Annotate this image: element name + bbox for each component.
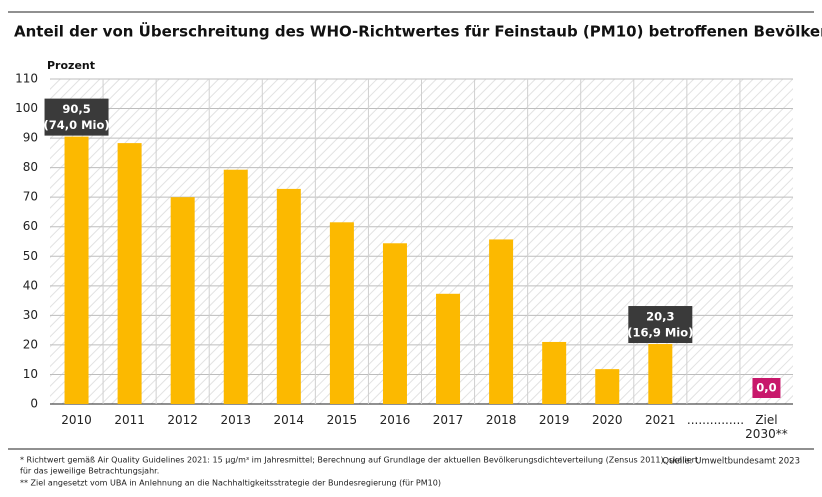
footnote: für das jeweilige Betrachtungsjahr. <box>20 467 159 476</box>
y-tick-label: 20 <box>23 337 38 351</box>
y-tick-label: 100 <box>15 101 38 115</box>
bar <box>117 143 142 404</box>
bar <box>436 293 461 404</box>
y-tick-label: 80 <box>23 160 38 174</box>
bar <box>648 344 673 404</box>
bar <box>489 239 514 404</box>
x-tick-label: 2017 <box>432 413 464 427</box>
y-tick-label: 0 <box>30 397 38 411</box>
y-axis-label: Prozent <box>47 59 95 72</box>
population-label: (16,9 Mio) <box>627 326 693 340</box>
bar <box>276 188 301 404</box>
value-label: 0,0 <box>756 381 776 395</box>
x-tick-label: 2020 <box>591 413 623 427</box>
source: Quelle: Umweltbundesamt 2023 <box>662 457 800 467</box>
y-tick-label: 50 <box>23 249 38 263</box>
y-tick-label: 60 <box>23 219 38 233</box>
y-tick-label: 40 <box>23 278 38 292</box>
x-tick-label: Ziel 2030** <box>745 413 788 441</box>
x-tick-label: 2018 <box>485 413 517 427</box>
bar <box>595 369 620 404</box>
bar <box>542 341 567 404</box>
x-tick-label: 2012 <box>167 413 198 427</box>
value-label: 90,5 <box>62 102 90 116</box>
y-tick-label: 10 <box>23 367 38 381</box>
bar <box>329 222 354 404</box>
x-tick-label: 2011 <box>114 413 145 427</box>
bar <box>382 243 407 404</box>
bar <box>223 169 248 404</box>
y-tick-label: 90 <box>23 131 38 145</box>
footnote: ** Ziel angesetzt vom UBA in Anlehnung a… <box>20 479 441 488</box>
x-tick-label: 2013 <box>220 413 252 427</box>
label-box <box>628 306 693 344</box>
footnote: * Richtwert gemäß Air Quality Guidelines… <box>20 456 698 465</box>
value-label: 20,3 <box>646 310 674 324</box>
x-tick-label: 2016 <box>379 413 411 427</box>
x-tick-label: 2021 <box>645 413 676 427</box>
population-label: (74,0 Mio) <box>43 118 109 132</box>
bar <box>64 136 89 404</box>
label-box <box>752 378 781 398</box>
x-tick-label: ............... <box>686 413 745 427</box>
label-box <box>44 98 109 136</box>
x-tick-label: 2019 <box>538 413 570 427</box>
x-tick-label: 2010 <box>61 413 92 427</box>
y-tick-label: 70 <box>23 190 38 204</box>
x-tick-label: 2014 <box>273 413 305 427</box>
bar <box>170 197 195 404</box>
x-tick-label: 2015 <box>326 413 358 427</box>
chart-title: Anteil der von Überschreitung des WHO-Ri… <box>14 22 822 41</box>
y-tick-label: 30 <box>23 308 38 322</box>
y-tick-label: 110 <box>15 72 38 86</box>
